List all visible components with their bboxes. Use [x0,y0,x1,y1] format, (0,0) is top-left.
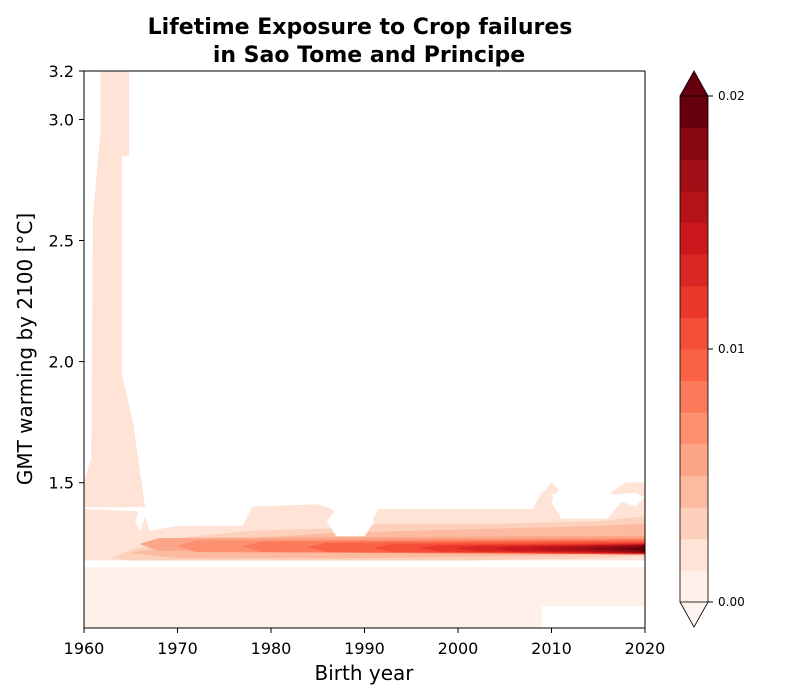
colorbar-segment [680,412,708,445]
contour-gap-1988 [326,509,375,537]
x-tick-label: 1980 [251,639,292,658]
plot-area [84,71,645,628]
colorbar-segment [680,380,708,413]
chart-title-line1: Lifetime Exposure to Crop failures [148,15,573,40]
contour-level-0-low-gmt [84,567,645,628]
x-tick-label: 1990 [344,639,385,658]
colorbar-segment [680,190,708,223]
contour-gap-1966 [135,506,146,532]
contour-level-1-notch-b [607,482,645,498]
colorbar-tick-label: 0.01 [718,342,745,356]
chart-title-line2: in Sao Tome and Principe [213,43,525,68]
contour-gap-2013 [551,487,618,517]
x-tick-label: 2020 [625,639,666,658]
x-tick-label: 2000 [438,639,479,658]
y-tick-label: 3.0 [49,110,74,129]
y-tick-label: 1.5 [49,474,74,493]
colorbar-segment [680,538,708,571]
colorbar-tick-label: 0.02 [718,89,745,103]
contour-level-15 [616,545,645,553]
colorbar-segment [680,254,708,287]
contour-gap-2015-low [541,605,645,628]
y-tick-label: 3.2 [49,62,74,81]
colorbar-segment [680,159,708,192]
x-tick-label: 1970 [157,639,198,658]
colorbar: 0.00 0.01 0.02 [679,70,745,628]
x-tick-label: 2010 [531,639,572,658]
y-tick-label: 2.0 [49,353,74,372]
colorbar-segment [680,222,708,255]
y-axis: 1.5 2.0 2.5 3.0 3.2 [49,62,84,493]
contour-level-14 [588,545,645,553]
colorbar-segment [680,285,708,318]
colorbar-extend-min [679,601,709,628]
y-axis-label: GMT warming by 2100 [°C] [13,213,37,485]
colorbar-segment [680,443,708,476]
contour-level-1-early-band [84,71,146,508]
x-axis-label: Birth year [315,661,415,685]
colorbar-segment [680,127,708,160]
colorbar-segment [680,317,708,350]
colorbar-segment [680,475,708,508]
colorbar-segment [680,507,708,540]
colorbar-segment [680,570,708,603]
x-axis: 1960 1970 1980 1990 2000 2010 2020 [64,628,666,658]
colorbar-segment [680,349,708,382]
x-tick-label: 1960 [64,639,105,658]
colorbar-tick-label: 0.00 [718,595,745,609]
colorbar-segment [680,96,708,129]
contour-level-1-notch-a [541,482,562,496]
y-tick-label: 2.5 [49,232,74,251]
colorbar-extend-max [679,70,709,97]
